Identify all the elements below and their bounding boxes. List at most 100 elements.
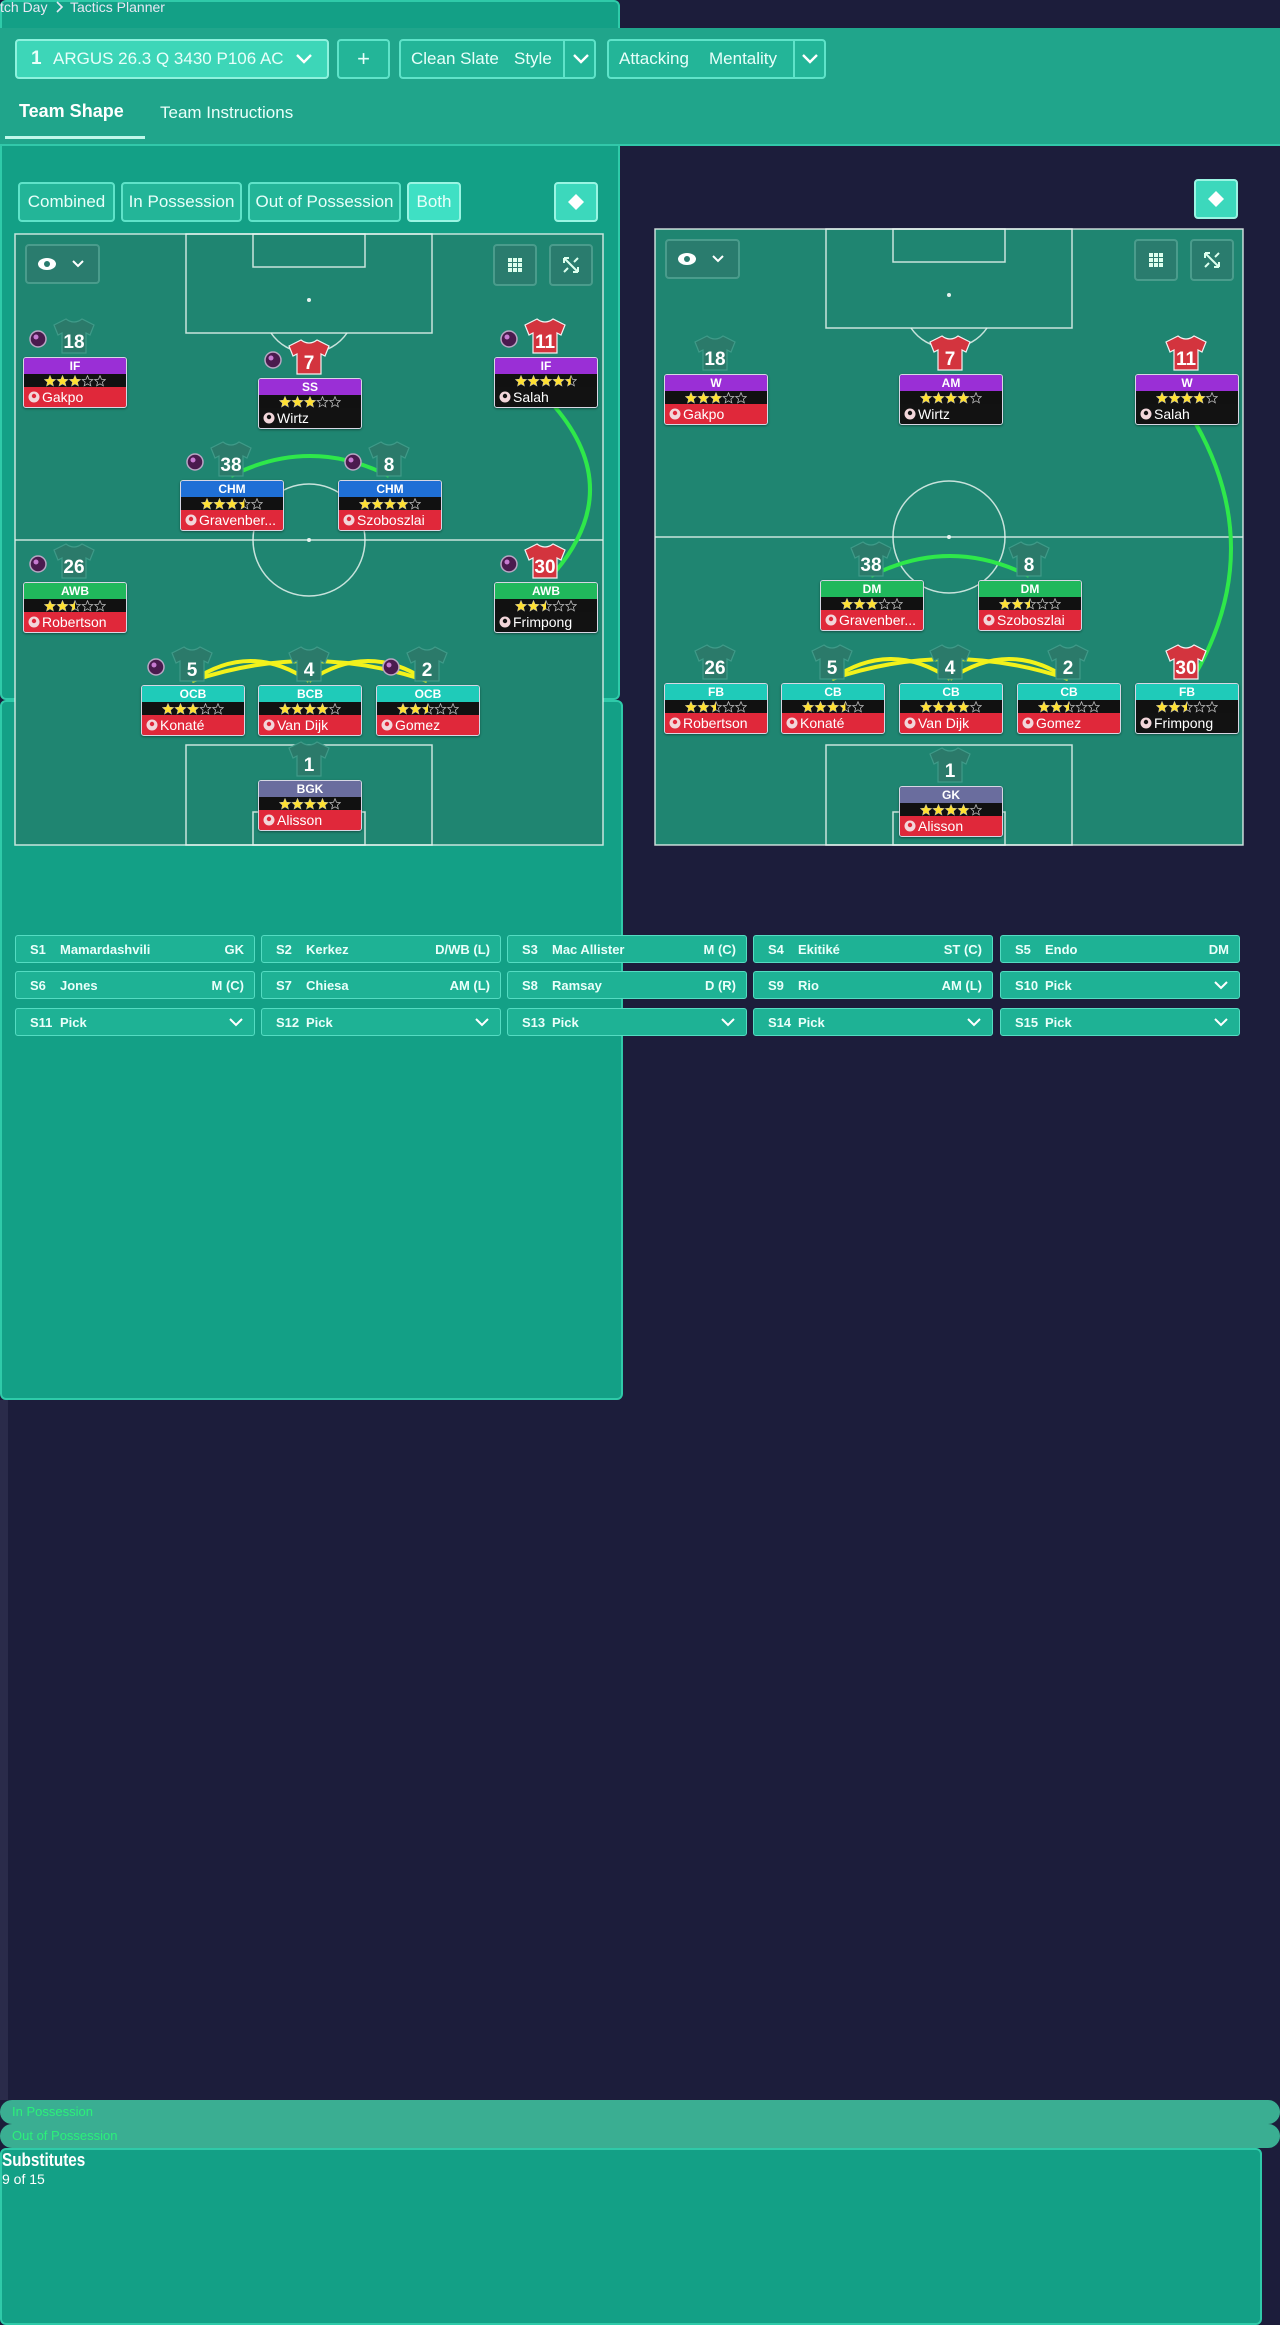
substitute-slot[interactable]: S8 Ramsay D (R) bbox=[507, 971, 747, 999]
phase-button[interactable]: Both bbox=[407, 182, 461, 222]
star bbox=[1194, 392, 1205, 403]
player-card[interactable]: W Gakpo bbox=[664, 374, 768, 425]
player-link bbox=[948, 657, 1070, 681]
player-rating bbox=[24, 599, 126, 612]
player-position: D (R) bbox=[704, 978, 736, 993]
icon-shape bbox=[384, 721, 390, 727]
substitute-slot[interactable]: S7 Chiesa AM (L) bbox=[261, 971, 501, 999]
substitute-slot[interactable]: S3 Mac Allister M (C) bbox=[507, 935, 747, 963]
substitute-slot[interactable]: S10 Pick bbox=[1000, 971, 1240, 999]
shirt-number: 26 bbox=[63, 557, 84, 578]
substitute-slot[interactable]: S2 Kerkez D/WB (L) bbox=[261, 935, 501, 963]
player-card[interactable]: OCB Gomez bbox=[376, 685, 480, 736]
add-tactic-button[interactable]: + bbox=[337, 39, 390, 79]
star-filled bbox=[920, 701, 969, 712]
player-card[interactable]: W Salah bbox=[1135, 374, 1239, 425]
substitute-slot[interactable]: S4 Ekitiké ST (C) bbox=[753, 935, 993, 963]
player-card[interactable]: AM Wirtz bbox=[899, 374, 1003, 425]
substitute-slot[interactable]: S1 Mamardashvili GK bbox=[15, 935, 255, 963]
icon-shape bbox=[72, 260, 84, 268]
diamond-button[interactable] bbox=[554, 182, 598, 222]
substitute-slot[interactable]: S5 Endo DM bbox=[1000, 935, 1240, 963]
phase-button[interactable]: Combined bbox=[18, 182, 115, 222]
player-card[interactable]: IF Salah bbox=[494, 357, 598, 408]
rating-stars bbox=[920, 803, 982, 816]
star-filled bbox=[359, 498, 408, 509]
substitute-slot[interactable]: S11 Pick bbox=[15, 1008, 255, 1036]
icon-shape bbox=[789, 719, 795, 725]
player-card[interactable]: FB Robertson bbox=[664, 683, 768, 734]
tactic-dropdown[interactable]: 1 ARGUS 26.3 Q 3430 P106 AC bbox=[15, 39, 329, 79]
substitute-slot[interactable]: S15 Pick bbox=[1000, 1008, 1240, 1036]
player-card[interactable]: CB Van Dijk bbox=[899, 683, 1003, 734]
star bbox=[162, 703, 174, 714]
tab[interactable]: Team Instructions bbox=[160, 103, 294, 122]
player-card[interactable]: CHM Gravenber... bbox=[180, 480, 284, 531]
player-rating bbox=[782, 700, 884, 713]
shirt bbox=[406, 646, 448, 682]
icon-shape bbox=[518, 263, 522, 267]
substitute-slot[interactable]: S12 Pick bbox=[261, 1008, 501, 1036]
rating-stars bbox=[1038, 700, 1100, 713]
player-card[interactable]: SS Wirtz bbox=[258, 378, 362, 429]
shirt bbox=[694, 644, 736, 680]
star-filled bbox=[999, 598, 1030, 609]
star-empty bbox=[1193, 700, 1206, 713]
shirt-number: 18 bbox=[63, 332, 84, 353]
expand-button[interactable] bbox=[1190, 239, 1234, 281]
player-card[interactable]: CB Gomez bbox=[1017, 683, 1121, 734]
player-card[interactable]: OCB Konaté bbox=[141, 685, 245, 736]
star bbox=[945, 804, 957, 815]
expand-button[interactable] bbox=[549, 244, 593, 286]
player-rating bbox=[495, 374, 597, 387]
player-card[interactable]: CB Konaté bbox=[781, 683, 885, 734]
star bbox=[1169, 701, 1180, 712]
icon-shape bbox=[1154, 253, 1158, 257]
substitute-slot[interactable]: S6 Jones M (C) bbox=[15, 971, 255, 999]
player-rating bbox=[979, 597, 1081, 610]
diamond-button[interactable] bbox=[1194, 179, 1238, 219]
grid-button[interactable] bbox=[493, 244, 537, 286]
star bbox=[422, 703, 428, 714]
substitute-slot[interactable]: S9 Rio AM (L) bbox=[753, 971, 993, 999]
player-card[interactable]: FB Frimpong bbox=[1135, 683, 1239, 734]
substitute-slot[interactable]: S14 Pick bbox=[753, 1008, 993, 1036]
star bbox=[933, 392, 944, 403]
phase-button[interactable]: In Possession bbox=[121, 182, 242, 222]
phase-button[interactable]: Out of Possession bbox=[248, 182, 401, 222]
player-card[interactable]: CHM Szoboszlai bbox=[338, 480, 442, 531]
breadcrumb-item[interactable]: tch Day bbox=[0, 0, 48, 15]
star bbox=[515, 600, 527, 611]
star bbox=[710, 701, 716, 712]
slot-label: S7 bbox=[276, 978, 292, 993]
player-card[interactable]: DM Szoboszlai bbox=[978, 580, 1082, 631]
grid-button[interactable] bbox=[1134, 239, 1178, 281]
star bbox=[175, 703, 186, 714]
icon-shape bbox=[149, 721, 155, 727]
shirt bbox=[171, 646, 213, 682]
tab[interactable]: Team Shape bbox=[19, 101, 124, 121]
player-position: M (C) bbox=[211, 978, 245, 993]
star-empty bbox=[890, 597, 903, 610]
mentality-dropdown[interactable]: Attacking Mentality bbox=[607, 39, 826, 79]
player-card[interactable]: DM Gravenber... bbox=[820, 580, 924, 631]
player-card[interactable]: BGK Alisson bbox=[258, 780, 362, 831]
icon-shape bbox=[508, 268, 512, 272]
style-dropdown[interactable]: Clean Slate Style bbox=[399, 39, 596, 79]
player-card[interactable]: BCB Van Dijk bbox=[258, 685, 362, 736]
star bbox=[540, 600, 546, 611]
penalty-spot bbox=[947, 293, 951, 297]
eye-button[interactable] bbox=[25, 244, 100, 284]
player-card[interactable]: AWB Robertson bbox=[23, 582, 127, 633]
player-card[interactable]: IF Gakpo bbox=[23, 357, 127, 408]
star-empty bbox=[446, 702, 459, 715]
star bbox=[815, 701, 826, 712]
eye-icon bbox=[678, 253, 724, 265]
player-card[interactable]: AWB Frimpong bbox=[494, 582, 598, 633]
eye-button[interactable] bbox=[665, 239, 740, 279]
substitute-slot[interactable]: S13 Pick bbox=[507, 1008, 747, 1036]
star bbox=[698, 392, 709, 403]
player-position: AM (L) bbox=[449, 978, 490, 993]
player-card[interactable]: GK Alisson bbox=[899, 786, 1003, 837]
star bbox=[565, 375, 571, 386]
